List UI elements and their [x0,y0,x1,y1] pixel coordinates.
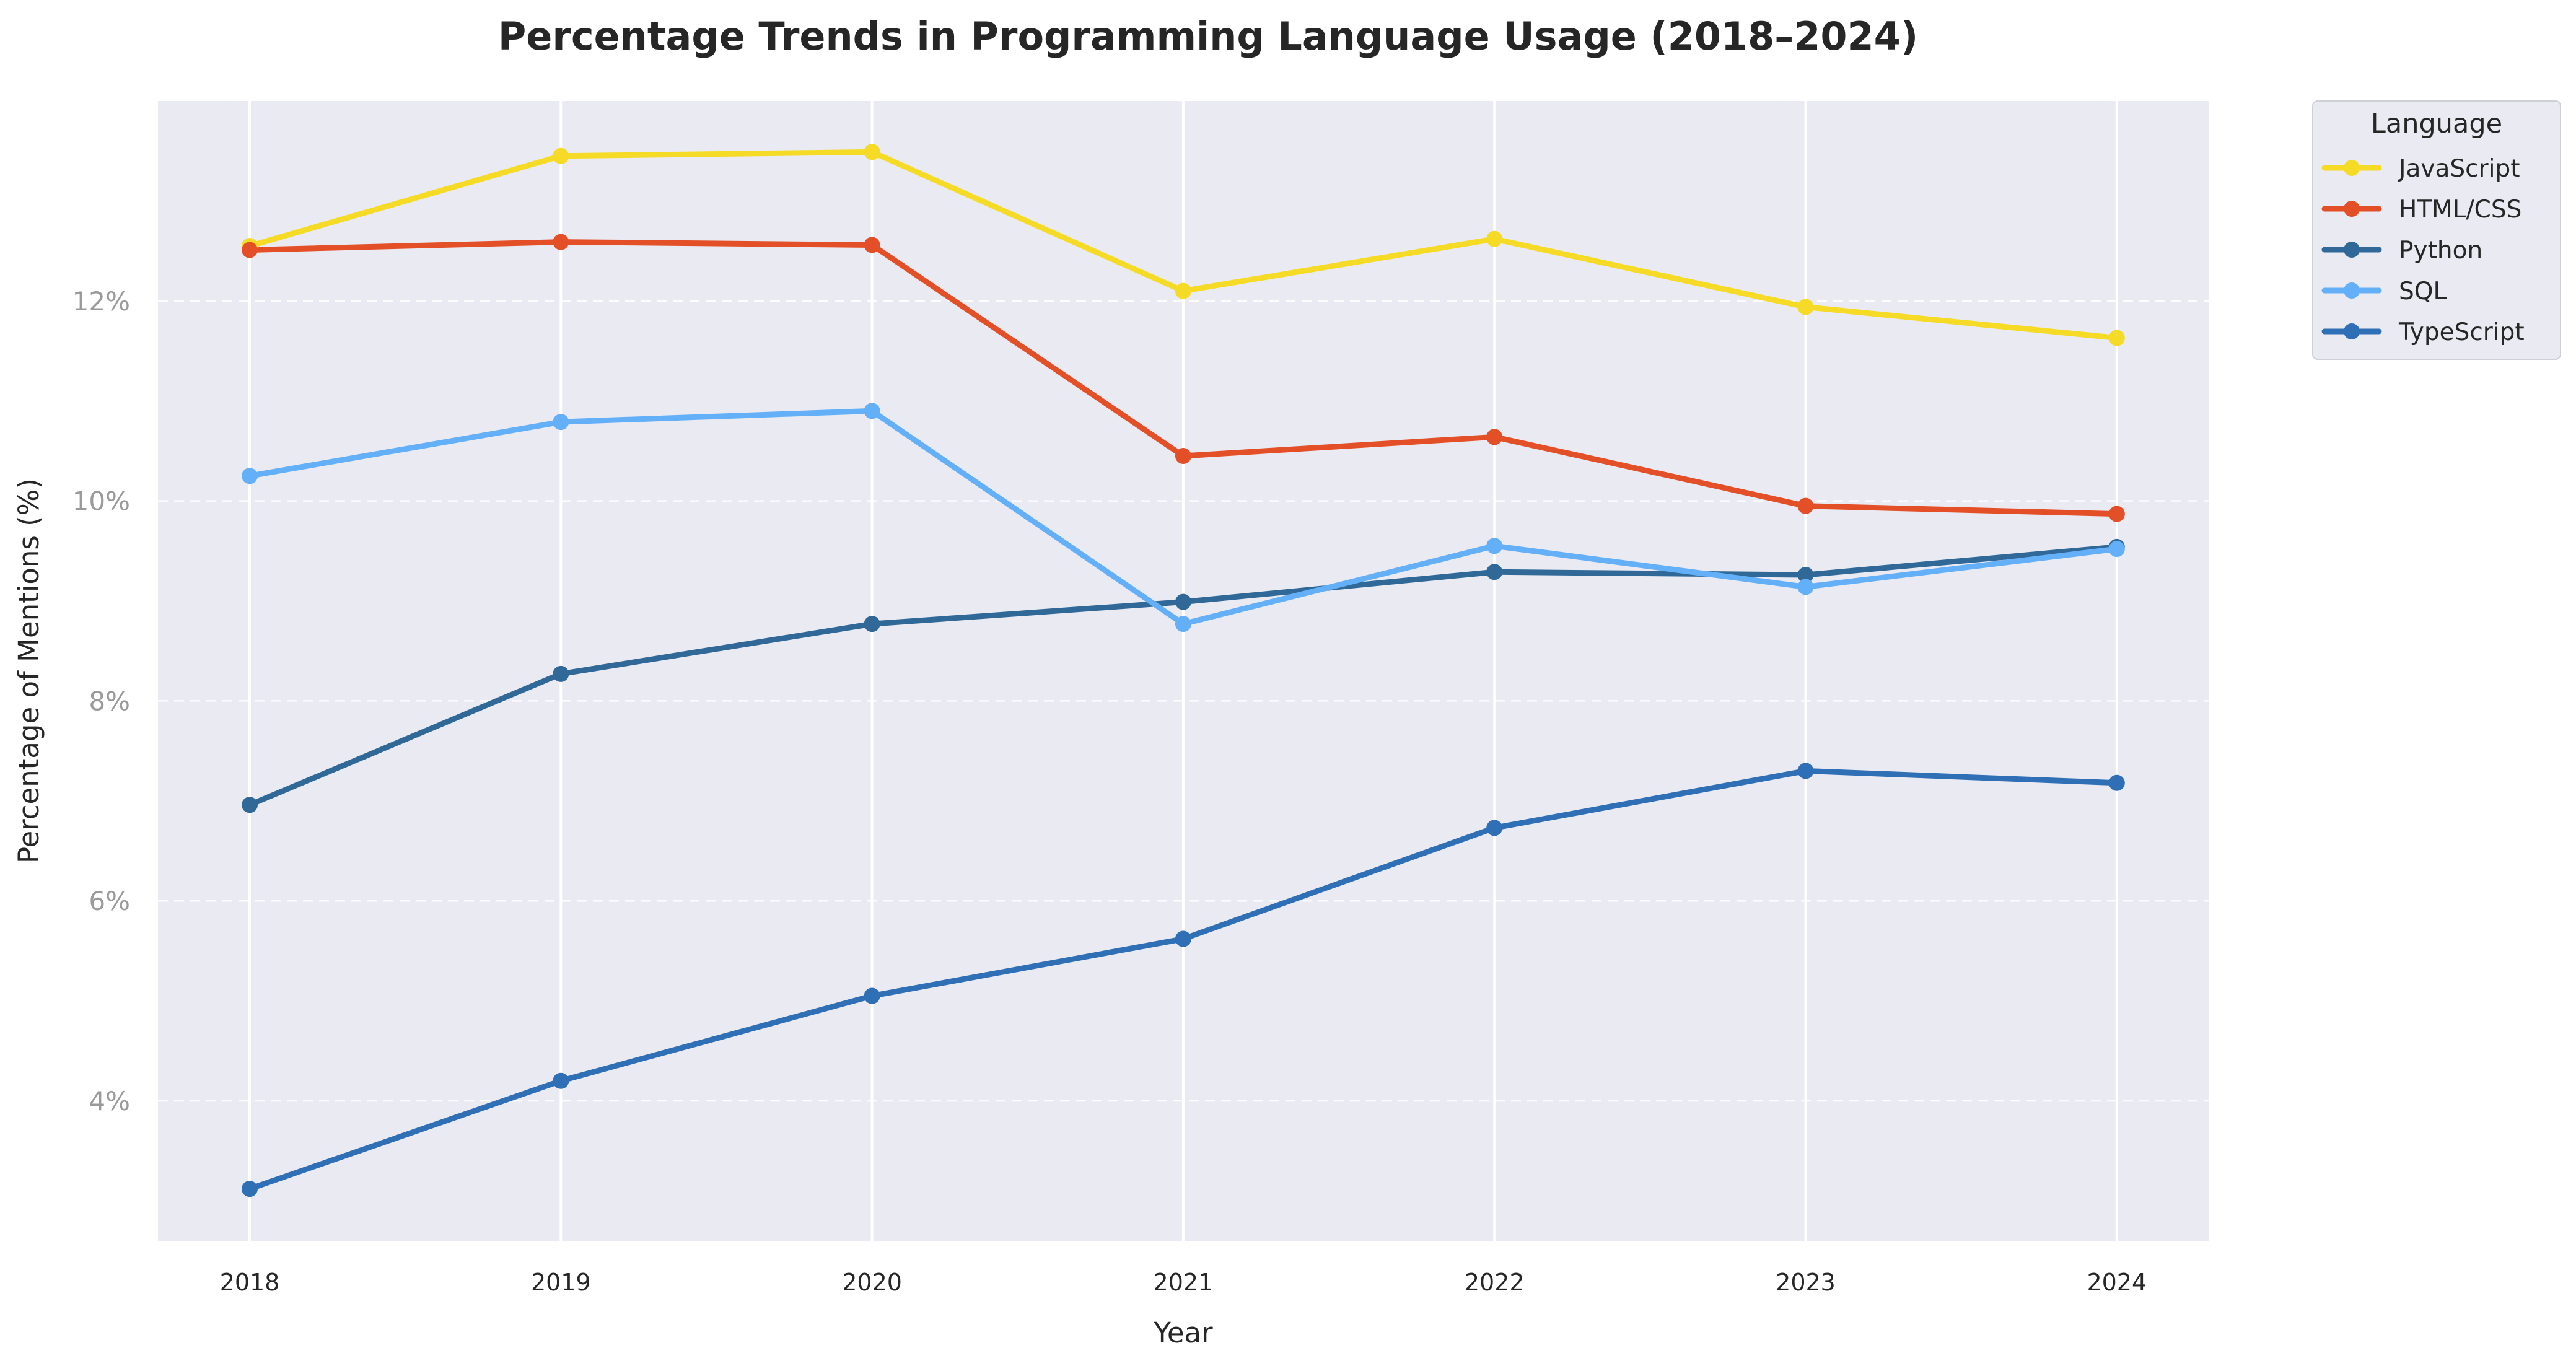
data-point-python [1797,567,1814,584]
data-point-html-css [864,237,880,253]
data-point-html-css [2108,506,2125,522]
data-point-sql [864,403,880,419]
y-tick-label: 8% [89,686,130,716]
data-point-html-css [553,234,569,250]
data-point-javascript [1797,299,1814,315]
data-point-sql [1797,579,1814,595]
data-point-javascript [2108,330,2125,346]
y-axis-ticks: 4% 6% 8% 10% 12% [72,286,130,1116]
data-point-typescript [1486,820,1503,836]
legend-marker-typescript [2344,323,2360,339]
y-tick-label: 10% [72,486,130,517]
data-point-javascript [1175,282,1191,299]
y-tick-label: 6% [89,886,130,916]
series-points [242,144,2125,1197]
legend: Language JavaScript HTML/CSS Python SQL Type… [2312,100,2561,360]
legend-label-typescript: TypeScript [2398,318,2525,346]
legend-marker-javascript [2344,160,2360,176]
data-point-html-css [1175,447,1191,464]
data-point-sql [242,468,258,484]
data-point-sql [1486,538,1503,554]
x-tick-label: 2018 [220,1269,280,1296]
x-tick-label: 2021 [1154,1269,1214,1296]
data-point-javascript [864,144,880,160]
data-point-html-css [1486,429,1503,445]
data-point-typescript [864,987,880,1004]
data-point-python [242,797,258,813]
legend-label-javascript: JavaScript [2397,155,2520,183]
data-point-python [1486,564,1503,580]
legend-items: JavaScript HTML/CSS Python SQL TypeScript [2321,155,2525,346]
data-point-typescript [1175,930,1191,947]
data-point-sql [553,414,569,431]
chart-title: Percentage Trends in Programming Languag… [498,14,1918,59]
x-tick-label: 2022 [1465,1269,1525,1296]
x-tick-label: 2019 [531,1269,591,1296]
data-point-javascript [1486,230,1503,247]
data-point-javascript [553,147,569,164]
data-point-typescript [1797,763,1814,779]
data-point-html-css [242,242,258,258]
legend-marker-sql [2344,282,2360,299]
legend-marker-python [2344,242,2360,258]
data-point-sql [2108,541,2125,558]
y-axis-label: Percentage of Mentions (%) [12,478,45,864]
x-tick-label: 2024 [2087,1269,2147,1296]
legend-label-sql: SQL [2399,278,2447,305]
y-tick-label: 12% [72,286,130,317]
y-tick-label: 4% [89,1086,130,1116]
data-point-html-css [1797,497,1814,514]
x-axis-label: Year [1153,1316,1213,1349]
data-point-python [864,616,880,633]
data-point-python [1175,593,1191,610]
legend-title: Language [2371,108,2502,139]
legend-label-python: Python [2399,237,2482,265]
x-tick-label: 2023 [1776,1269,1836,1296]
data-point-typescript [242,1181,258,1197]
x-tick-label: 2020 [842,1269,902,1296]
x-axis-ticks: 2018 2019 2020 2021 2022 2023 2024 [220,1269,2147,1296]
data-point-sql [1175,616,1191,633]
data-point-typescript [553,1072,569,1089]
data-point-python [553,665,569,682]
legend-marker-html-css [2344,201,2360,217]
legend-label-html-css: HTML/CSS [2399,196,2521,224]
data-point-typescript [2108,774,2125,791]
